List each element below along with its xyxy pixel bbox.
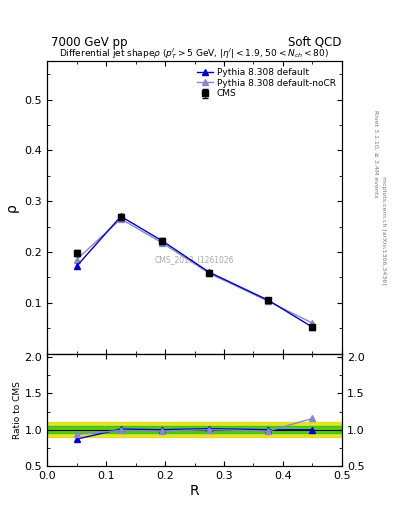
Line: Pythia 8.308 default: Pythia 8.308 default	[74, 214, 315, 330]
Pythia 8.308 default	[160, 238, 165, 244]
Pythia 8.308 default-noCR	[266, 298, 270, 304]
Pythia 8.308 default	[310, 324, 315, 330]
Text: CMS_2013_I1261026: CMS_2013_I1261026	[155, 255, 234, 265]
Pythia 8.308 default-noCR	[119, 216, 123, 222]
Pythia 8.308 default	[266, 297, 270, 303]
Pythia 8.308 default-noCR	[310, 320, 315, 326]
Pythia 8.308 default-noCR	[160, 240, 165, 246]
Title: Differential jet shape$\rho$ ($p_T^l$$>$5 GeV, $|\eta^l|$$<$1.9, 50$<$$N_{ch}$$<: Differential jet shape$\rho$ ($p_T^l$$>$…	[59, 47, 330, 61]
Text: 7000 GeV pp: 7000 GeV pp	[51, 36, 128, 49]
Text: Rivet 3.1.10, ≥ 3.4M events: Rivet 3.1.10, ≥ 3.4M events	[373, 110, 378, 198]
Y-axis label: ρ: ρ	[5, 203, 19, 212]
Pythia 8.308 default-noCR	[207, 270, 212, 276]
Pythia 8.308 default	[119, 214, 123, 220]
Legend: Pythia 8.308 default, Pythia 8.308 default-noCR, CMS: Pythia 8.308 default, Pythia 8.308 defau…	[193, 64, 339, 102]
Y-axis label: Ratio to CMS: Ratio to CMS	[13, 381, 22, 439]
Bar	[47, 426, 342, 433]
Pythia 8.308 default	[207, 269, 212, 275]
Bar	[47, 422, 342, 437]
Line: Pythia 8.308 default-noCR: Pythia 8.308 default-noCR	[74, 216, 315, 326]
X-axis label: R: R	[190, 483, 199, 498]
Pythia 8.308 default-noCR	[74, 257, 79, 263]
Text: mcplots.cern.ch [arXiv:1306.3436]: mcplots.cern.ch [arXiv:1306.3436]	[381, 176, 386, 285]
Pythia 8.308 default	[74, 263, 79, 269]
Text: Soft QCD: Soft QCD	[288, 36, 342, 49]
